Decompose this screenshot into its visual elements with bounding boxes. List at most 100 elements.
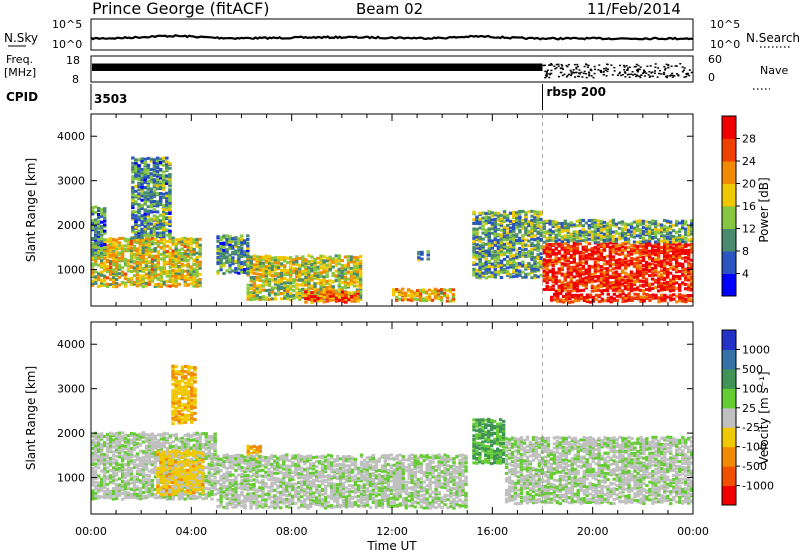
range-gate-cell — [527, 249, 531, 253]
range-gate-cell — [644, 253, 649, 257]
nave-dot — [554, 68, 557, 70]
range-gate-cell — [156, 442, 161, 446]
nave-dot — [681, 66, 684, 68]
range-gate-cell — [126, 440, 131, 444]
range-gate-cell — [518, 222, 522, 225]
range-gate-cell — [234, 244, 238, 248]
range-gate-cell — [484, 260, 488, 264]
range-gate-cell — [551, 267, 555, 271]
range-gate-cell — [165, 250, 169, 253]
range-gate-cell — [255, 265, 259, 269]
range-gate-cell — [406, 288, 411, 292]
range-gate-cell — [144, 240, 149, 244]
range-gate-cell — [665, 232, 670, 236]
range-gate-cell — [647, 252, 652, 256]
range-gate-cell — [105, 492, 110, 496]
range-gate-cell — [684, 222, 688, 226]
range-gate-cell — [659, 249, 664, 253]
nave-dot — [664, 67, 667, 70]
range-gate-cell — [307, 275, 311, 279]
range-gate-cell — [512, 215, 516, 218]
range-gate-cell — [641, 279, 646, 283]
range-gate-cell — [165, 274, 169, 278]
range-gate-cell — [322, 259, 326, 263]
range-gate-cell — [120, 249, 125, 253]
range-gate-cell — [662, 258, 667, 261]
nave-dot — [653, 72, 656, 74]
range-gate-cell — [135, 253, 140, 257]
range-gate-cell — [120, 454, 125, 458]
range-gate-cell — [168, 205, 172, 209]
range-gate-cell — [126, 443, 131, 447]
range-gate-cell — [678, 233, 682, 237]
range-gate-cell — [134, 202, 138, 206]
range-gate-cell — [569, 253, 573, 257]
range-gate-cell — [322, 287, 326, 291]
range-gate-cell — [554, 229, 558, 233]
range-gate-cell — [656, 248, 661, 251]
range-gate-cell — [472, 210, 476, 214]
range-gate-cell — [578, 218, 582, 222]
range-gate-cell — [392, 290, 396, 294]
range-gate-cell — [508, 211, 513, 215]
range-gate-cell — [152, 209, 157, 213]
range-gate-cell — [515, 233, 519, 237]
range-gate-cell — [100, 214, 104, 218]
range-gate-cell — [496, 265, 501, 269]
range-gate-cell — [114, 436, 119, 440]
range-gate-cell — [143, 200, 147, 204]
range-gate-cell — [575, 289, 579, 293]
range-gate-cell — [584, 268, 588, 272]
range-gate-cell — [91, 451, 95, 455]
range-gate-cell — [566, 249, 570, 253]
range-gate-cell — [105, 432, 110, 436]
range-gate-cell — [690, 287, 694, 291]
range-gate-cell — [162, 212, 166, 216]
range-gate-cell — [527, 224, 531, 228]
range-gate-cell — [665, 235, 670, 239]
range-gate-cell — [602, 258, 607, 262]
range-gate-cell — [138, 251, 143, 255]
range-gate-cell — [602, 256, 607, 259]
cpid-change-value: rbsp 200 — [547, 85, 606, 99]
range-gate-cell — [475, 262, 479, 266]
range-gate-cell — [599, 271, 604, 275]
range-gate-cell — [605, 281, 610, 285]
range-gate-cell — [584, 248, 588, 252]
range-gate-cell — [578, 272, 582, 276]
range-gate-cell — [671, 265, 676, 269]
range-gate-cell — [222, 261, 226, 265]
range-gate-cell — [502, 244, 507, 248]
range-gate-cell — [533, 260, 537, 264]
range-gate-cell — [97, 483, 101, 487]
nave-dot — [553, 65, 556, 67]
range-gate-cell — [521, 275, 525, 279]
range-gate-cell — [140, 222, 144, 226]
range-gate-cell — [542, 273, 546, 277]
range-gate-cell — [138, 432, 143, 436]
range-gate-cell — [579, 297, 584, 301]
nave-dot — [587, 64, 590, 67]
range-gate-cell — [279, 262, 284, 266]
range-gate-cell — [684, 230, 688, 234]
range-gate-cell — [198, 247, 202, 251]
nave-dot — [575, 66, 578, 69]
nave-dot — [625, 65, 628, 67]
range-gate-cell — [307, 261, 311, 265]
range-gate-cell — [557, 221, 561, 225]
range-gate-cell — [114, 274, 119, 278]
range-gate-cell — [508, 219, 513, 223]
range-gate-cell — [159, 437, 164, 441]
range-gate-cell — [102, 240, 107, 244]
range-gate-cell — [569, 277, 573, 281]
range-gate-cell — [596, 250, 601, 254]
nave-dot — [549, 72, 552, 75]
range-gate-cell — [599, 268, 604, 272]
range-gate-cell — [687, 297, 691, 301]
range-gate-cell — [126, 460, 131, 464]
range-gate-cell — [143, 172, 147, 176]
range-gate-cell — [665, 246, 670, 250]
range-gate-cell — [635, 267, 640, 271]
range-gate-cell — [642, 299, 646, 303]
range-gate-cell — [662, 268, 667, 271]
